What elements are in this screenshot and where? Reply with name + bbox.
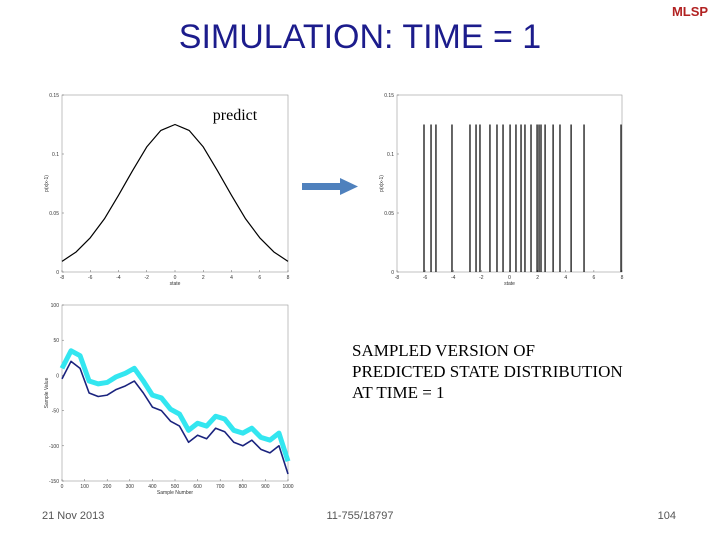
footer-page: 104 [658, 510, 676, 522]
arrow [302, 178, 358, 195]
footer-date: 21 Nov 2013 [42, 510, 104, 522]
y-tick-label: 50 [53, 338, 59, 344]
x-tick-label: -8 [395, 275, 400, 281]
x-tick-label: -8 [60, 275, 65, 281]
y-tick-label: 0.05 [49, 211, 59, 217]
arrow-label: predict [213, 107, 258, 124]
chart: -8 -6 -4 -2 0 2 4 6 8 0 0.05 0.1 0.15 state p(x|x-1) [44, 93, 290, 287]
x-axis-label: Sample Number [157, 490, 193, 496]
y-tick-label: 0.15 [49, 93, 59, 99]
chart: -8 -6 -4 -2 0 2 4 6 8 0 0.05 0.1 0.15 state p(x|x-1) [379, 93, 624, 287]
caption-line: AT TIME = 1 [352, 383, 445, 402]
footer-course: 11-755/18797 [326, 510, 393, 522]
data-line [61, 360, 289, 475]
x-tick-label: 4 [230, 275, 233, 281]
x-axis-label: state [504, 281, 515, 287]
y-tick-label: 0 [56, 373, 59, 379]
y-tick-label: 0.1 [52, 152, 59, 158]
y-tick-label: 0.1 [387, 152, 394, 158]
y-axis-label: Sample Value [44, 377, 50, 408]
x-tick-label: 600 [193, 484, 202, 490]
y-tick-label: -50 [52, 409, 59, 415]
caption-line: PREDICTED STATE DISTRIBUTION [352, 362, 623, 381]
x-tick-label: 100 [80, 484, 89, 490]
x-tick-label: 6 [258, 275, 261, 281]
y-axis-label: p(x|x-1) [44, 175, 50, 192]
x-tick-label: -4 [116, 275, 121, 281]
y-tick-label: 0 [56, 270, 59, 276]
arrow-shaft [302, 183, 342, 190]
y-tick-label: -150 [49, 479, 59, 485]
x-tick-label: -6 [423, 275, 428, 281]
x-tick-label: 8 [621, 275, 624, 281]
x-axis-label: state [170, 281, 181, 287]
data-line [61, 123, 289, 262]
y-tick-label: 100 [51, 303, 60, 309]
x-tick-label: -4 [451, 275, 456, 281]
x-tick-label: 400 [148, 484, 157, 490]
x-tick-label: -2 [479, 275, 484, 281]
y-tick-label: 0.05 [384, 211, 394, 217]
x-tick-label: 0 [508, 275, 511, 281]
x-tick-label: 4 [564, 275, 567, 281]
arrow-head [340, 178, 358, 195]
x-tick-label: 0 [174, 275, 177, 281]
logo: MLSP [672, 4, 708, 19]
x-tick-label: 700 [216, 484, 225, 490]
caption-line: SAMPLED VERSION OF [352, 341, 535, 360]
x-tick-label: -2 [145, 275, 150, 281]
x-tick-label: 2 [536, 275, 539, 281]
x-tick-label: 900 [261, 484, 270, 490]
x-tick-label: 6 [592, 275, 595, 281]
data-line [59, 348, 291, 463]
x-tick-label: -6 [88, 275, 93, 281]
y-tick-label: -100 [49, 444, 59, 450]
y-tick-label: 0.15 [384, 93, 394, 99]
y-axis-label: p(x|x-1) [379, 175, 385, 192]
y-tick-label: 0 [391, 270, 394, 276]
x-tick-label: 0 [61, 484, 64, 490]
x-tick-label: 200 [103, 484, 112, 490]
x-tick-label: 2 [202, 275, 205, 281]
x-tick-label: 8 [287, 275, 290, 281]
x-tick-label: 500 [171, 484, 180, 490]
x-tick-label: 300 [126, 484, 135, 490]
x-tick-label: 800 [239, 484, 248, 490]
x-tick-label: 1000 [282, 484, 293, 490]
slide-title: SIMULATION: TIME = 1 [179, 18, 541, 56]
chart: 0 100 200 300 400 500 600 700 800 900 1000-150-100… [44, 303, 294, 496]
